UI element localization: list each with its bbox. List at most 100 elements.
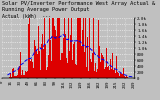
Bar: [36, 50, 37, 78]
Bar: [116, 56, 117, 78]
Bar: [34, 40, 35, 78]
Bar: [117, 72, 118, 78]
Bar: [56, 36, 57, 78]
Bar: [123, 68, 124, 78]
Bar: [25, 71, 26, 78]
Bar: [82, 30, 83, 78]
Bar: [20, 52, 21, 78]
Bar: [124, 76, 125, 78]
Bar: [46, 70, 47, 78]
Bar: [29, 18, 30, 78]
Bar: [49, 18, 50, 78]
Bar: [97, 69, 98, 78]
Bar: [42, 34, 43, 78]
Bar: [32, 60, 33, 78]
Bar: [13, 54, 14, 78]
Bar: [53, 18, 54, 78]
Bar: [60, 60, 61, 78]
Bar: [125, 77, 126, 78]
Bar: [121, 74, 122, 78]
Bar: [16, 76, 17, 78]
Bar: [111, 69, 112, 78]
Bar: [105, 67, 106, 78]
Bar: [98, 20, 99, 78]
Bar: [96, 72, 97, 78]
Bar: [10, 73, 11, 78]
Bar: [50, 40, 51, 78]
Bar: [9, 77, 10, 78]
Bar: [74, 42, 75, 78]
Bar: [126, 76, 127, 78]
Bar: [114, 68, 115, 78]
Bar: [112, 53, 113, 78]
Bar: [109, 70, 110, 78]
Bar: [87, 37, 88, 78]
Bar: [22, 69, 23, 78]
Bar: [21, 75, 22, 78]
Bar: [80, 18, 81, 78]
Bar: [101, 53, 102, 78]
Bar: [47, 67, 48, 78]
Bar: [28, 24, 29, 78]
Bar: [119, 76, 120, 78]
Bar: [64, 18, 65, 78]
Bar: [27, 71, 28, 78]
Bar: [24, 75, 25, 78]
Bar: [106, 48, 107, 78]
Bar: [65, 34, 66, 78]
Bar: [31, 69, 32, 78]
Bar: [35, 46, 36, 78]
Bar: [33, 68, 34, 78]
Bar: [67, 18, 68, 78]
Bar: [91, 62, 92, 78]
Bar: [43, 49, 44, 78]
Bar: [55, 30, 56, 78]
Bar: [44, 18, 45, 78]
Bar: [92, 53, 93, 78]
Bar: [108, 66, 109, 78]
Bar: [103, 63, 104, 78]
Bar: [54, 26, 55, 78]
Bar: [14, 76, 15, 78]
Bar: [79, 18, 80, 78]
Bar: [127, 77, 128, 78]
Bar: [51, 61, 52, 78]
Bar: [39, 51, 40, 78]
Bar: [104, 70, 105, 78]
Bar: [70, 35, 71, 78]
Bar: [81, 46, 82, 78]
Bar: [83, 18, 84, 78]
Bar: [86, 67, 87, 78]
Bar: [68, 67, 69, 78]
Bar: [40, 70, 41, 78]
Bar: [41, 44, 42, 78]
Bar: [19, 66, 20, 78]
Bar: [12, 69, 13, 78]
Bar: [73, 44, 74, 78]
Bar: [15, 76, 16, 78]
Bar: [63, 38, 64, 78]
Bar: [23, 75, 24, 78]
Bar: [17, 75, 18, 78]
Bar: [11, 77, 12, 78]
Text: Solar PV/Inverter Performance West Array Actual & Running Average Power Output: Solar PV/Inverter Performance West Array…: [2, 1, 155, 12]
Bar: [37, 54, 38, 78]
Bar: [100, 62, 101, 78]
Bar: [99, 46, 100, 78]
Bar: [122, 76, 123, 78]
Bar: [69, 51, 70, 78]
Bar: [88, 71, 89, 78]
Bar: [18, 68, 19, 78]
Bar: [107, 68, 108, 78]
Bar: [94, 71, 95, 78]
Bar: [118, 73, 119, 78]
Bar: [76, 65, 77, 78]
Bar: [45, 45, 46, 78]
Bar: [62, 53, 63, 78]
Bar: [75, 64, 76, 78]
Bar: [48, 55, 49, 78]
Bar: [93, 18, 94, 78]
Bar: [57, 18, 58, 78]
Bar: [95, 63, 96, 78]
Bar: [115, 73, 116, 78]
